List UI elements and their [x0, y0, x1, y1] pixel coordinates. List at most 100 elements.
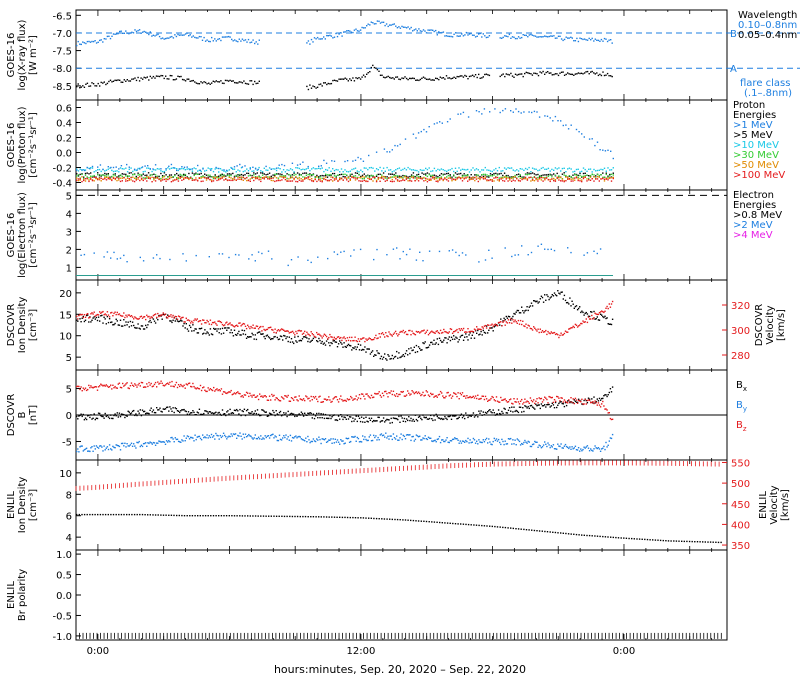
data-point	[360, 169, 362, 171]
data-point	[185, 410, 187, 413]
data-point	[523, 177, 525, 180]
data-point	[442, 418, 444, 421]
data-point	[289, 413, 292, 415]
data-point	[277, 399, 280, 401]
data-point	[218, 171, 220, 173]
data-point	[91, 167, 94, 169]
data-point	[502, 440, 504, 443]
data-point	[381, 170, 383, 172]
data-point	[330, 35, 333, 37]
data-point	[226, 36, 228, 38]
data-point	[283, 398, 285, 400]
data-point	[599, 40, 601, 42]
data-point	[117, 32, 119, 35]
data-point	[558, 336, 560, 339]
data-point	[302, 168, 304, 170]
data-point	[195, 37, 198, 39]
data-point	[591, 314, 593, 317]
data-point	[268, 326, 271, 329]
data-point	[486, 179, 488, 181]
data-point	[483, 108, 486, 110]
data-point	[468, 179, 471, 181]
data-point	[479, 77, 481, 79]
data-point	[570, 305, 572, 307]
data-point	[407, 434, 409, 436]
data-point	[361, 178, 364, 180]
data-point	[183, 168, 185, 170]
data-point	[255, 338, 258, 341]
data-point	[204, 389, 206, 391]
data-point	[213, 327, 215, 330]
data-point	[86, 177, 88, 179]
data-point	[342, 418, 344, 421]
data-point	[416, 79, 418, 81]
data-point	[602, 71, 604, 73]
data-point	[354, 435, 356, 438]
data-point	[186, 168, 188, 170]
data-point	[573, 447, 575, 449]
data-point	[428, 437, 431, 439]
data-point	[206, 434, 208, 436]
data-point	[349, 78, 351, 80]
data-point	[183, 322, 185, 325]
data-point	[136, 169, 138, 171]
data-point	[396, 168, 399, 170]
data-point	[547, 167, 550, 170]
data-point	[93, 413, 95, 415]
y-axis-label: [W m⁻²]	[28, 35, 39, 75]
data-point	[284, 395, 286, 397]
data-point	[263, 410, 265, 412]
data-point	[541, 296, 544, 299]
data-point	[504, 408, 506, 410]
data-point	[343, 78, 345, 80]
data-point	[453, 76, 455, 78]
data-point	[602, 176, 604, 179]
data-point	[307, 435, 309, 438]
data-point	[249, 174, 251, 176]
data-point	[439, 441, 442, 444]
data-point	[502, 170, 504, 172]
data-point	[191, 436, 193, 439]
data-point	[79, 318, 81, 320]
data-point	[413, 29, 415, 31]
data-point	[205, 390, 207, 393]
data-point	[147, 167, 150, 169]
data-point	[261, 174, 264, 176]
data-point	[209, 176, 211, 178]
data-point	[389, 358, 391, 360]
y-axis-label: GOES-16	[6, 213, 17, 258]
data-point	[528, 72, 530, 75]
data-point	[150, 407, 152, 409]
data-point	[389, 24, 391, 26]
data-point	[529, 305, 532, 307]
data-point	[149, 441, 151, 443]
data-point	[545, 177, 548, 179]
data-point	[533, 407, 535, 409]
data-point	[524, 173, 527, 176]
data-point	[599, 149, 601, 151]
data-point	[281, 173, 283, 176]
data-point	[149, 31, 151, 33]
data-point	[585, 71, 587, 73]
data-point	[184, 176, 187, 179]
data-point	[575, 401, 578, 403]
data-point	[478, 334, 480, 336]
data-point	[243, 323, 246, 325]
data-point	[445, 417, 447, 419]
data-point	[286, 173, 288, 175]
data-point	[218, 178, 220, 180]
data-point	[261, 395, 263, 397]
data-point	[352, 160, 354, 162]
data-point	[122, 32, 124, 34]
data-point	[318, 38, 320, 40]
data-point	[172, 385, 174, 387]
data-point	[137, 174, 139, 176]
data-point	[576, 449, 579, 451]
data-point	[330, 342, 332, 344]
data-point	[93, 171, 95, 173]
data-point	[186, 319, 189, 321]
data-point	[224, 79, 227, 82]
data-point	[547, 175, 550, 177]
data-point	[210, 169, 212, 171]
data-point	[542, 301, 545, 303]
